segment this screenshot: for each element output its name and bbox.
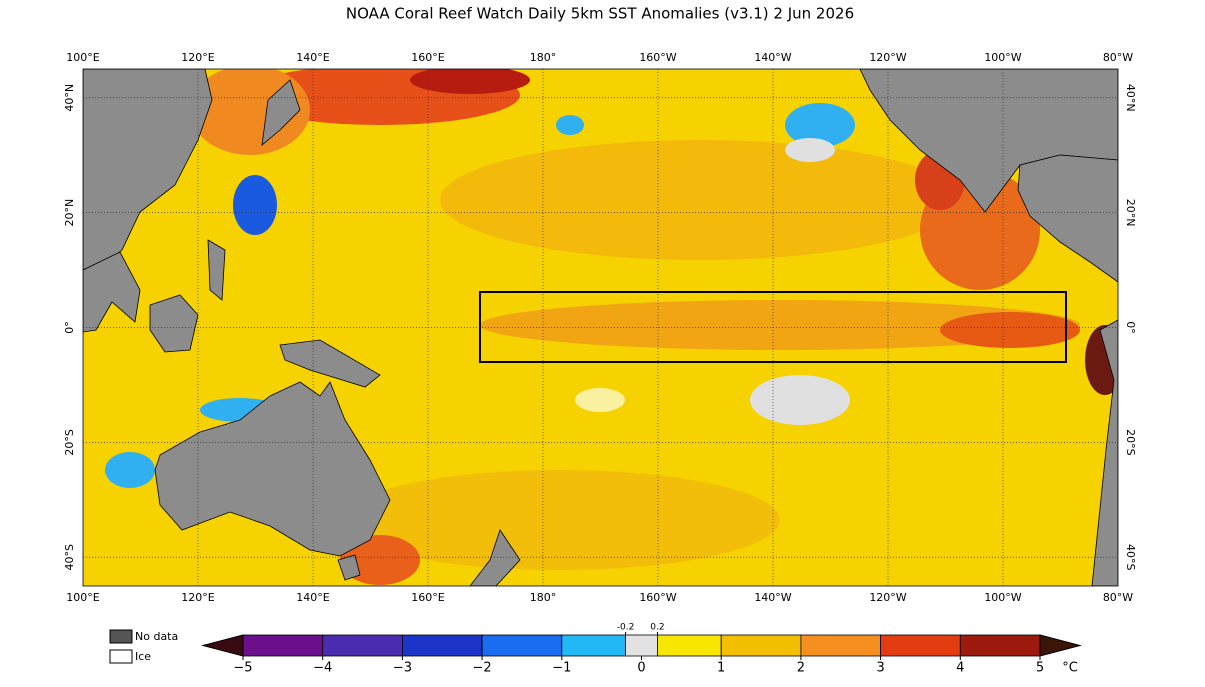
lon-label-top: 100°E [66,51,99,64]
legend-label: No data [135,630,178,643]
lon-label-top: 120°E [181,51,214,64]
colorbar-tick-label: 2 [797,661,805,676]
colorbar-segment [720,634,802,657]
lat-label-left: 40°S [63,544,76,570]
lat-label-right: 20°S [1124,429,1137,455]
colorbar-tick-label: 5 [1036,661,1044,676]
land [83,69,1118,586]
lon-label-bottom: 120°E [181,591,214,604]
colorbar-segment [401,634,483,657]
colorbar-small-label: 0.2 [650,623,664,633]
lat-label-right: 0° [1124,321,1137,334]
lon-label-top: 80°W [1103,51,1133,64]
colorbar-segment [625,634,658,657]
colorbar-tick-label: −5 [233,661,252,676]
lon-label-bottom: 180° [530,591,557,604]
colorbar-tick-label: −4 [313,661,332,676]
colorbar-segment [959,634,1041,657]
colorbar-segment [242,634,324,657]
region-box [479,291,1067,363]
colorbar-segment [561,634,626,657]
colorbar-segment [481,634,563,657]
lat-label-left: 0° [63,321,76,334]
lon-label-bottom: 160°E [411,591,444,604]
colorbar-tick-label: 1 [717,661,725,676]
lon-label-top: 160°W [639,51,676,64]
title: NOAA Coral Reef Watch Daily 5km SST Anom… [346,5,854,23]
lon-label-top: 100°W [984,51,1021,64]
anomaly-patches [105,69,1118,585]
legend-label: Ice [135,650,151,663]
lat-label-right: 40°N [1124,84,1137,112]
graticule [83,69,1118,586]
lon-label-top: 160°E [411,51,444,64]
lat-label-right: 20°N [1124,199,1137,227]
lon-label-bottom: 80°W [1103,591,1133,604]
map [83,69,1118,586]
colorbar-tick-label: −1 [552,661,571,676]
lon-label-bottom: 100°E [66,591,99,604]
colorbar-segment [322,634,403,657]
colorbar-tick-label: 0 [637,661,645,676]
lat-label-left: 20°S [63,429,76,455]
lat-label-left: 40°N [63,84,76,112]
map-frame [82,68,1119,587]
colorbar-segment [880,634,961,657]
colorbar-end-low [201,634,244,657]
colorbar-tick-label: −3 [393,661,412,676]
colorbar-unit: °C [1062,661,1078,676]
colorbar-segment [800,634,882,657]
lon-label-top: 180° [530,51,557,64]
colorbar-tick-label: 3 [876,661,884,676]
lon-label-bottom: 140°W [754,591,791,604]
colorbar-end-high [1039,634,1082,657]
colorbar-segment [657,634,722,657]
lon-label-top: 140°E [296,51,329,64]
colorbar-small-label: -0.2 [617,623,635,633]
colorbar-tick-label: −2 [473,661,492,676]
lon-label-top: 120°W [869,51,906,64]
lat-label-left: 20°N [63,199,76,227]
lon-label-bottom: 140°E [296,591,329,604]
legend-swatch [109,629,133,644]
legend-swatch [109,649,133,664]
lat-label-right: 40°S [1124,544,1137,570]
colorbar-tick-label: 4 [956,661,964,676]
lon-label-top: 140°W [754,51,791,64]
lon-label-bottom: 100°W [984,591,1021,604]
lon-label-bottom: 120°W [869,591,906,604]
lon-label-bottom: 160°W [639,591,676,604]
